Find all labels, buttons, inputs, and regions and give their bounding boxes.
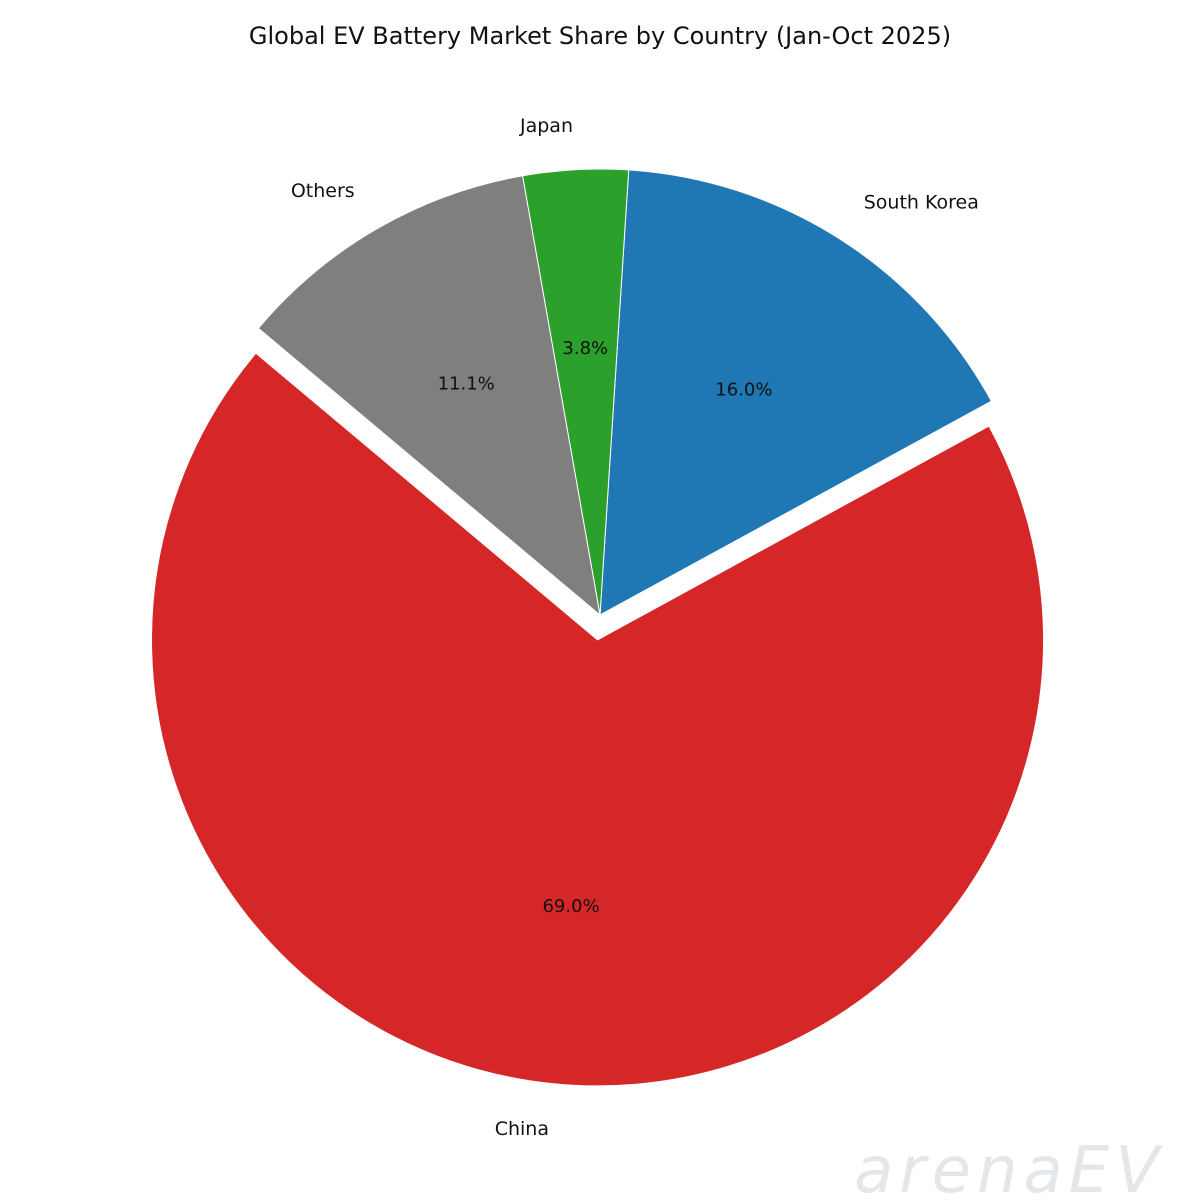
slice-south-korea	[599, 169, 993, 616]
label-others: Others	[291, 180, 355, 202]
label-china: China	[495, 1118, 549, 1140]
value-label-japan: 3.8%	[562, 338, 608, 359]
pie-slices	[151, 168, 1044, 1087]
slice-china	[151, 352, 1044, 1087]
chart-title: Global EV Battery Market Share by Countr…	[249, 22, 951, 50]
label-south-korea: South Korea	[864, 191, 979, 213]
slice-others	[257, 175, 601, 617]
pie-labels: China 69.0% South Korea 16.0% Japan 3.8% Other…	[291, 115, 979, 1140]
value-label-others: 11.1%	[438, 373, 495, 394]
value-label-south-korea: 16.0%	[715, 379, 772, 400]
label-japan: Japan	[519, 115, 573, 137]
value-label-china: 69.0%	[542, 896, 599, 917]
watermark-logo: arenaEV	[854, 1134, 1165, 1200]
